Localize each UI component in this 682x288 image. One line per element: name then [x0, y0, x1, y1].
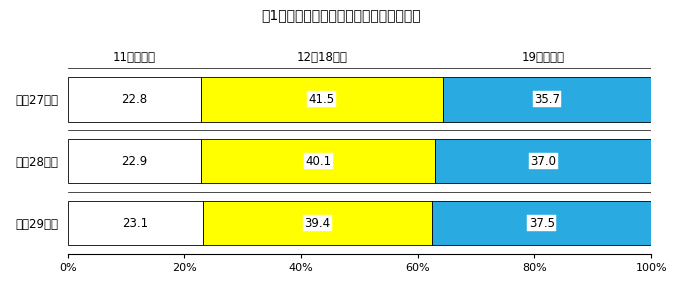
- Bar: [68, 77, 201, 122]
- Bar: [68, 201, 203, 245]
- Bar: [435, 139, 651, 183]
- Text: 23.1: 23.1: [122, 217, 148, 230]
- Bar: [201, 139, 435, 183]
- Text: 22.8: 22.8: [121, 93, 147, 106]
- Bar: [201, 77, 443, 122]
- Text: 19学級以上: 19学級以上: [522, 50, 565, 64]
- Text: 図1　学級数別構成比（小学校数）の推移: 図1 学級数別構成比（小学校数）の推移: [261, 9, 421, 23]
- Text: 39.4: 39.4: [304, 217, 331, 230]
- Text: 11学級以下: 11学級以下: [113, 50, 155, 64]
- Text: 35.7: 35.7: [534, 93, 560, 106]
- Bar: [432, 201, 651, 245]
- Text: 37.0: 37.0: [530, 155, 557, 168]
- Bar: [443, 77, 651, 122]
- Text: 22.9: 22.9: [121, 155, 148, 168]
- Bar: [68, 139, 201, 183]
- Text: 37.5: 37.5: [529, 217, 554, 230]
- Text: 40.1: 40.1: [306, 155, 331, 168]
- Text: 41.5: 41.5: [309, 93, 335, 106]
- Text: 12～18学級: 12～18学級: [297, 50, 347, 64]
- Bar: [203, 201, 432, 245]
